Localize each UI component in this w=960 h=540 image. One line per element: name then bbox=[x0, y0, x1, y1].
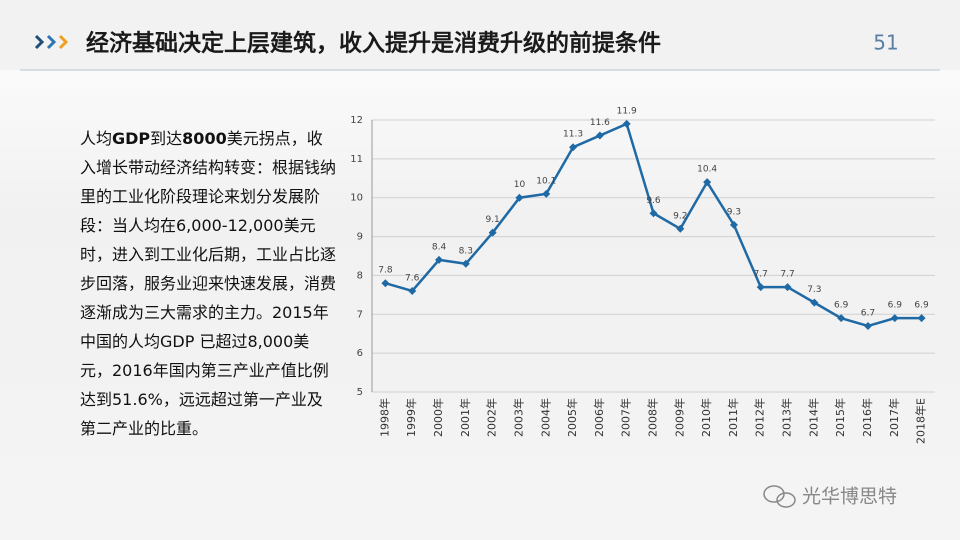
x-tick-label: 2010年 bbox=[699, 398, 713, 437]
body-segment: 8000 bbox=[182, 129, 227, 148]
data-label: 6.9 bbox=[834, 301, 849, 311]
x-tick-label: 2013年 bbox=[780, 398, 794, 437]
data-label: 9.6 bbox=[646, 196, 661, 206]
marker bbox=[676, 224, 685, 233]
data-label: 7.3 bbox=[807, 285, 821, 295]
marker bbox=[783, 283, 792, 292]
marker bbox=[488, 228, 497, 237]
header-band bbox=[0, 0, 960, 70]
marker bbox=[863, 321, 872, 330]
y-tick-label: 8 bbox=[357, 270, 363, 281]
marker bbox=[756, 283, 765, 292]
marker bbox=[435, 255, 444, 264]
x-tick-label: 2002年 bbox=[485, 398, 499, 437]
x-tick-label: 2004年 bbox=[538, 398, 552, 437]
data-label: 8.4 bbox=[432, 242, 447, 252]
arrows bbox=[34, 34, 69, 50]
watermark-icon bbox=[763, 485, 796, 508]
body-segment: 美元拐点，收入增长带动经济结构转变：根据钱纳里的工业化阶段理论来划分发展阶段：当… bbox=[80, 129, 337, 438]
data-label: 9.1 bbox=[485, 215, 499, 225]
data-label: 7.7 bbox=[754, 270, 768, 280]
marker bbox=[649, 209, 658, 218]
x-tick-label: 2017年 bbox=[887, 398, 901, 437]
marker bbox=[595, 131, 604, 140]
data-label: 7.7 bbox=[780, 270, 794, 280]
data-label: 9.2 bbox=[673, 211, 687, 221]
data-label: 6.9 bbox=[914, 301, 929, 311]
y-tick-label: 11 bbox=[350, 154, 363, 165]
marker bbox=[569, 143, 578, 152]
data-label: 11.9 bbox=[617, 106, 637, 116]
x-tick-label: 2016年 bbox=[860, 398, 874, 437]
marker bbox=[890, 314, 899, 323]
body-segment: GDP bbox=[112, 129, 151, 148]
x-tick-label: 2003年 bbox=[511, 398, 525, 437]
data-label: 11.6 bbox=[590, 118, 610, 128]
x-tick-label: 2000年 bbox=[431, 398, 445, 437]
data-label: 10.4 bbox=[697, 165, 717, 175]
y-tick-label: 9 bbox=[357, 232, 363, 243]
data-label: 10.1 bbox=[536, 176, 556, 186]
line bbox=[385, 122, 922, 328]
body-segment: 到达 bbox=[150, 129, 183, 148]
x-tick-label: 2009年 bbox=[672, 398, 686, 437]
x-tick-label: 1998年 bbox=[377, 398, 391, 437]
watermark: 光华博思特 bbox=[802, 486, 897, 508]
marker bbox=[917, 314, 926, 323]
x-tick-label: 2012年 bbox=[753, 398, 767, 437]
y-tick-label: 6 bbox=[357, 348, 363, 359]
x-tick-label: 2007年 bbox=[619, 398, 633, 437]
marker bbox=[810, 298, 819, 307]
data-label: 7.8 bbox=[378, 266, 393, 276]
data-label: 9.3 bbox=[727, 207, 741, 217]
marker bbox=[461, 259, 470, 268]
x-tick-label: 2006年 bbox=[592, 398, 606, 437]
y-tick-label: 12 bbox=[350, 115, 363, 126]
data-label: 7.6 bbox=[405, 273, 420, 283]
x-tick-label: 2014年 bbox=[806, 398, 820, 437]
data-label: 8.3 bbox=[459, 246, 473, 256]
y-tick-label: 10 bbox=[350, 193, 363, 204]
body-text: 人均GDP到达8000美元拐点，收入增长带动经济结构转变：根据钱纳里的工业化阶段… bbox=[80, 124, 338, 443]
x-tick-label: 1999年 bbox=[404, 398, 418, 437]
page-number: 51 bbox=[873, 31, 898, 55]
y-tick-label: 5 bbox=[357, 387, 363, 398]
data-label: 10 bbox=[514, 180, 526, 190]
x-tick-label: 2001年 bbox=[458, 398, 472, 437]
body-segment: 人均 bbox=[80, 129, 113, 148]
x-tick-label: 2011年 bbox=[726, 398, 740, 437]
data-label: 11.3 bbox=[563, 130, 583, 140]
marker bbox=[542, 189, 551, 198]
marker bbox=[515, 193, 524, 202]
title: 经济基础决定上层建筑，收入提升是消费升级的前提条件 bbox=[86, 30, 661, 57]
marker bbox=[622, 119, 631, 128]
marker bbox=[729, 220, 738, 229]
x-tick-label: 2005年 bbox=[565, 398, 579, 437]
marker bbox=[837, 314, 846, 323]
data-label: 6.9 bbox=[888, 301, 903, 311]
x-tick-label: 2015年 bbox=[833, 398, 847, 437]
marker bbox=[408, 286, 417, 295]
y-tick-label: 7 bbox=[357, 309, 363, 320]
marker bbox=[703, 178, 712, 187]
marker bbox=[381, 279, 390, 288]
data-label: 6.7 bbox=[861, 308, 875, 318]
x-tick-label: 2018年E bbox=[914, 398, 928, 444]
x-tick-label: 2008年 bbox=[646, 398, 660, 437]
